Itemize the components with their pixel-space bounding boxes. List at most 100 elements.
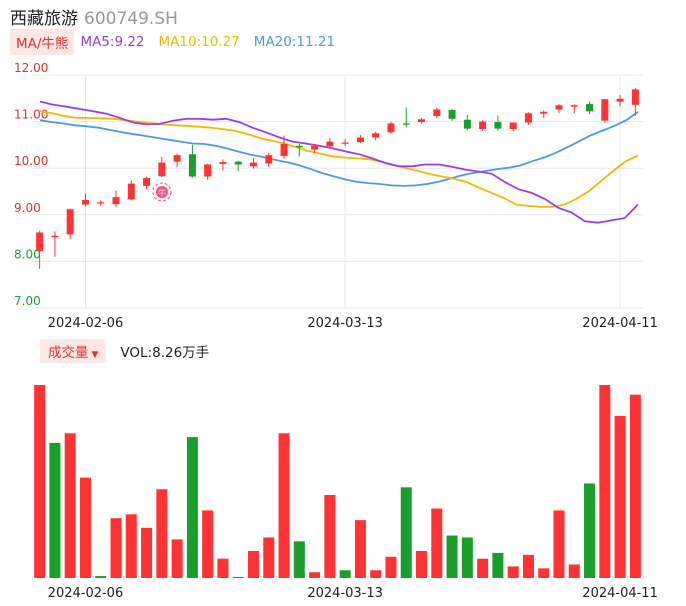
candle-body <box>204 164 212 177</box>
volume-bar <box>492 552 504 578</box>
candle-body <box>143 177 151 186</box>
candle-body <box>311 145 319 150</box>
stock-name: 西藏旅游 <box>10 9 78 29</box>
volume-bar <box>477 558 489 578</box>
candle-body <box>112 197 120 205</box>
candle-body <box>479 121 487 130</box>
bull-badge-ring <box>152 182 172 202</box>
volume-bar <box>202 510 214 578</box>
ma10-line <box>39 110 639 208</box>
y-tick-label: 8.00 <box>14 247 41 261</box>
volume-button-label: 成交量 <box>48 345 89 361</box>
dropdown-triangle-icon: ▼ <box>91 350 99 360</box>
price-grid <box>32 74 643 309</box>
volume-bar <box>354 520 366 578</box>
volume-bars <box>34 385 641 578</box>
volume-bar <box>400 487 412 578</box>
price-axis-ticks: 12.00 11.00 10.00 9.00 8.00 7.00 <box>14 61 48 308</box>
volume-bar <box>263 537 275 578</box>
y-tick-label: 7.00 <box>14 294 41 308</box>
volume-bar <box>599 385 611 578</box>
volume-bar <box>568 564 580 578</box>
volume-bar <box>156 489 168 578</box>
candle-body <box>540 111 548 114</box>
volume-bar <box>49 442 61 578</box>
x-tick-label: 2024-04-11 <box>582 586 658 601</box>
bull-badge-icon <box>156 186 168 198</box>
volume-bar <box>34 385 46 578</box>
stock-code: 600749.SH <box>84 9 178 29</box>
volume-bar <box>171 539 183 578</box>
bull-bear-badge: 牛 <box>152 182 172 202</box>
volume-bar <box>217 558 229 578</box>
volume-bar <box>385 556 397 578</box>
candle-body <box>631 89 639 105</box>
y-tick-label: 11.00 <box>14 108 48 122</box>
candle-body <box>418 119 426 123</box>
candle-body <box>555 105 563 110</box>
volume-value: VOL:8.26万手 <box>120 345 210 361</box>
candle-body <box>586 103 594 112</box>
volume-legend: 成交量 ▼ VOL:8.26万手 <box>40 339 210 363</box>
volume-bar <box>584 483 596 578</box>
volume-bar <box>278 433 290 578</box>
y-tick-label: 10.00 <box>14 154 48 168</box>
candle-body <box>249 162 257 167</box>
candle-body <box>51 235 59 238</box>
volume-bar <box>629 394 641 578</box>
y-tick-label: 9.00 <box>14 201 41 215</box>
candle-body <box>341 142 349 144</box>
candle-body <box>234 161 242 165</box>
ma20-label: MA20:11.21 <box>253 34 336 50</box>
candle-body <box>326 141 334 147</box>
candle-body <box>448 109 456 119</box>
volume-bar <box>339 570 351 578</box>
volume-bar <box>141 527 153 578</box>
x-tick-label: 2024-02-06 <box>48 586 124 601</box>
volume-bar <box>232 577 244 578</box>
volume-bar <box>125 514 137 578</box>
moving-average-lines <box>39 100 639 224</box>
candle-body <box>463 119 471 129</box>
candle-body <box>295 145 303 148</box>
x-tick-label: 2024-03-13 <box>307 316 383 331</box>
ma-toggle-button[interactable]: MA/牛熊 <box>10 29 75 55</box>
volume-bar <box>186 437 198 578</box>
ma-legend: MA/牛熊 MA5:9.22 MA10:10.27 MA20:11.21 <box>10 29 349 55</box>
candlesticks <box>36 88 639 269</box>
candle-body <box>81 199 89 205</box>
bull-badge-glyph: 牛 <box>158 188 166 198</box>
candle-body <box>173 155 181 162</box>
candle-body <box>280 143 288 157</box>
ma5-label: MA5:9.22 <box>80 34 145 50</box>
volume-bar <box>431 508 443 578</box>
candle-body <box>402 123 410 125</box>
y-tick-label: 12.00 <box>14 61 48 75</box>
volume-bar <box>370 570 382 578</box>
candle-body <box>524 113 532 123</box>
candle-body <box>616 98 624 102</box>
volume-bar <box>416 550 428 578</box>
x-tick-label: 2024-02-06 <box>48 316 124 331</box>
volume-bar <box>614 415 626 578</box>
x-tick-label: 2024-04-11 <box>582 316 658 331</box>
volume-toggle-button[interactable]: 成交量 ▼ <box>40 339 107 363</box>
ma10-label: MA10:10.27 <box>158 34 240 50</box>
volume-bar <box>79 477 91 578</box>
candle-body <box>265 155 273 164</box>
candle-body <box>601 99 609 121</box>
volume-bar <box>538 568 550 578</box>
volume-bar <box>309 572 321 578</box>
ma5-line <box>39 100 639 224</box>
volume-bar <box>461 537 473 578</box>
volume-bar <box>110 518 122 578</box>
candle-body <box>387 123 395 133</box>
candle-body <box>570 105 578 107</box>
candle-body <box>219 162 227 165</box>
volume-bar <box>324 495 336 578</box>
candle-body <box>188 154 196 177</box>
volume-bar <box>507 566 519 578</box>
price-x-axis: 2024-02-06 2024-03-13 2024-04-11 <box>48 316 658 331</box>
x-tick-label: 2024-03-13 <box>307 586 383 601</box>
